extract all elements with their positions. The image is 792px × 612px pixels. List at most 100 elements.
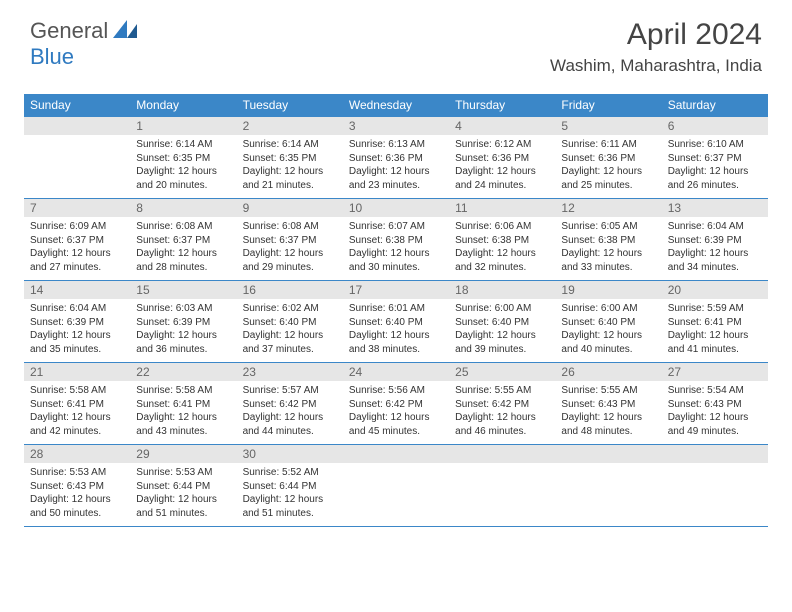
day-number: 21 [24,363,130,381]
month-title: April 2024 [550,18,762,52]
day-headers-row: SundayMondayTuesdayWednesdayThursdayFrid… [24,94,768,116]
week-row: 28Sunrise: 5:53 AMSunset: 6:43 PMDayligh… [24,444,768,527]
day-cell: 18Sunrise: 6:00 AMSunset: 6:40 PMDayligh… [449,281,555,362]
day-cell [662,445,768,526]
day-content: Sunrise: 6:14 AMSunset: 6:35 PMDaylight:… [237,135,343,198]
day-cell: 2Sunrise: 6:14 AMSunset: 6:35 PMDaylight… [237,117,343,198]
day-cell [555,445,661,526]
day-number [662,445,768,463]
page-header: General April 2024 Washim, Maharashtra, … [0,0,792,84]
day-cell: 23Sunrise: 5:57 AMSunset: 6:42 PMDayligh… [237,363,343,444]
day-number: 11 [449,199,555,217]
day-number: 5 [555,117,661,135]
day-content: Sunrise: 6:00 AMSunset: 6:40 PMDaylight:… [555,299,661,362]
day-number: 19 [555,281,661,299]
day-header: Sunday [24,94,130,116]
day-cell: 5Sunrise: 6:11 AMSunset: 6:36 PMDaylight… [555,117,661,198]
day-number: 4 [449,117,555,135]
day-number: 30 [237,445,343,463]
day-cell: 26Sunrise: 5:55 AMSunset: 6:43 PMDayligh… [555,363,661,444]
day-cell: 27Sunrise: 5:54 AMSunset: 6:43 PMDayligh… [662,363,768,444]
day-content: Sunrise: 6:04 AMSunset: 6:39 PMDaylight:… [24,299,130,362]
day-content: Sunrise: 6:13 AMSunset: 6:36 PMDaylight:… [343,135,449,198]
day-number: 24 [343,363,449,381]
day-content: Sunrise: 5:58 AMSunset: 6:41 PMDaylight:… [24,381,130,444]
title-block: April 2024 Washim, Maharashtra, India [550,18,762,76]
logo: General [30,18,139,44]
day-number: 20 [662,281,768,299]
day-number: 3 [343,117,449,135]
day-content: Sunrise: 6:06 AMSunset: 6:38 PMDaylight:… [449,217,555,280]
day-cell: 20Sunrise: 5:59 AMSunset: 6:41 PMDayligh… [662,281,768,362]
week-row: 21Sunrise: 5:58 AMSunset: 6:41 PMDayligh… [24,362,768,444]
day-number: 25 [449,363,555,381]
day-content: Sunrise: 6:11 AMSunset: 6:36 PMDaylight:… [555,135,661,198]
day-content: Sunrise: 6:02 AMSunset: 6:40 PMDaylight:… [237,299,343,362]
day-number [555,445,661,463]
day-cell: 22Sunrise: 5:58 AMSunset: 6:41 PMDayligh… [130,363,236,444]
week-row: 14Sunrise: 6:04 AMSunset: 6:39 PMDayligh… [24,280,768,362]
day-header: Thursday [449,94,555,116]
day-cell: 6Sunrise: 6:10 AMSunset: 6:37 PMDaylight… [662,117,768,198]
day-content: Sunrise: 6:07 AMSunset: 6:38 PMDaylight:… [343,217,449,280]
day-content: Sunrise: 6:01 AMSunset: 6:40 PMDaylight:… [343,299,449,362]
day-number: 6 [662,117,768,135]
week-row: 7Sunrise: 6:09 AMSunset: 6:37 PMDaylight… [24,198,768,280]
week-row: 1Sunrise: 6:14 AMSunset: 6:35 PMDaylight… [24,116,768,198]
day-cell: 17Sunrise: 6:01 AMSunset: 6:40 PMDayligh… [343,281,449,362]
day-content: Sunrise: 6:08 AMSunset: 6:37 PMDaylight:… [237,217,343,280]
day-cell: 1Sunrise: 6:14 AMSunset: 6:35 PMDaylight… [130,117,236,198]
day-cell: 7Sunrise: 6:09 AMSunset: 6:37 PMDaylight… [24,199,130,280]
day-number: 9 [237,199,343,217]
day-content: Sunrise: 6:00 AMSunset: 6:40 PMDaylight:… [449,299,555,362]
day-cell: 16Sunrise: 6:02 AMSunset: 6:40 PMDayligh… [237,281,343,362]
day-number: 1 [130,117,236,135]
day-header: Friday [555,94,661,116]
day-number: 7 [24,199,130,217]
day-number: 8 [130,199,236,217]
day-cell: 19Sunrise: 6:00 AMSunset: 6:40 PMDayligh… [555,281,661,362]
day-cell: 13Sunrise: 6:04 AMSunset: 6:39 PMDayligh… [662,199,768,280]
day-content: Sunrise: 5:53 AMSunset: 6:43 PMDaylight:… [24,463,130,526]
day-number: 2 [237,117,343,135]
day-content: Sunrise: 5:56 AMSunset: 6:42 PMDaylight:… [343,381,449,444]
location-text: Washim, Maharashtra, India [550,56,762,76]
day-header: Wednesday [343,94,449,116]
day-number: 12 [555,199,661,217]
day-content: Sunrise: 5:53 AMSunset: 6:44 PMDaylight:… [130,463,236,526]
day-number: 18 [449,281,555,299]
day-content: Sunrise: 5:59 AMSunset: 6:41 PMDaylight:… [662,299,768,362]
day-cell: 21Sunrise: 5:58 AMSunset: 6:41 PMDayligh… [24,363,130,444]
logo-sub: Blue [30,44,74,70]
day-header: Monday [130,94,236,116]
day-header: Saturday [662,94,768,116]
day-cell: 9Sunrise: 6:08 AMSunset: 6:37 PMDaylight… [237,199,343,280]
day-content: Sunrise: 5:55 AMSunset: 6:43 PMDaylight:… [555,381,661,444]
day-number: 26 [555,363,661,381]
day-content: Sunrise: 5:55 AMSunset: 6:42 PMDaylight:… [449,381,555,444]
weeks-container: 1Sunrise: 6:14 AMSunset: 6:35 PMDaylight… [24,116,768,527]
day-content: Sunrise: 5:57 AMSunset: 6:42 PMDaylight:… [237,381,343,444]
day-number: 16 [237,281,343,299]
day-content: Sunrise: 6:10 AMSunset: 6:37 PMDaylight:… [662,135,768,198]
day-number: 22 [130,363,236,381]
day-number: 28 [24,445,130,463]
day-number: 14 [24,281,130,299]
day-cell: 30Sunrise: 5:52 AMSunset: 6:44 PMDayligh… [237,445,343,526]
day-content: Sunrise: 6:09 AMSunset: 6:37 PMDaylight:… [24,217,130,280]
day-cell: 28Sunrise: 5:53 AMSunset: 6:43 PMDayligh… [24,445,130,526]
day-number [449,445,555,463]
day-cell: 8Sunrise: 6:08 AMSunset: 6:37 PMDaylight… [130,199,236,280]
day-cell [24,117,130,198]
day-cell [449,445,555,526]
day-content: Sunrise: 6:14 AMSunset: 6:35 PMDaylight:… [130,135,236,198]
day-number: 29 [130,445,236,463]
logo-text-general: General [30,18,108,44]
day-cell: 29Sunrise: 5:53 AMSunset: 6:44 PMDayligh… [130,445,236,526]
day-number: 23 [237,363,343,381]
day-content: Sunrise: 6:05 AMSunset: 6:38 PMDaylight:… [555,217,661,280]
day-number [24,117,130,135]
day-number: 27 [662,363,768,381]
calendar-grid: SundayMondayTuesdayWednesdayThursdayFrid… [24,94,768,527]
day-cell: 25Sunrise: 5:55 AMSunset: 6:42 PMDayligh… [449,363,555,444]
